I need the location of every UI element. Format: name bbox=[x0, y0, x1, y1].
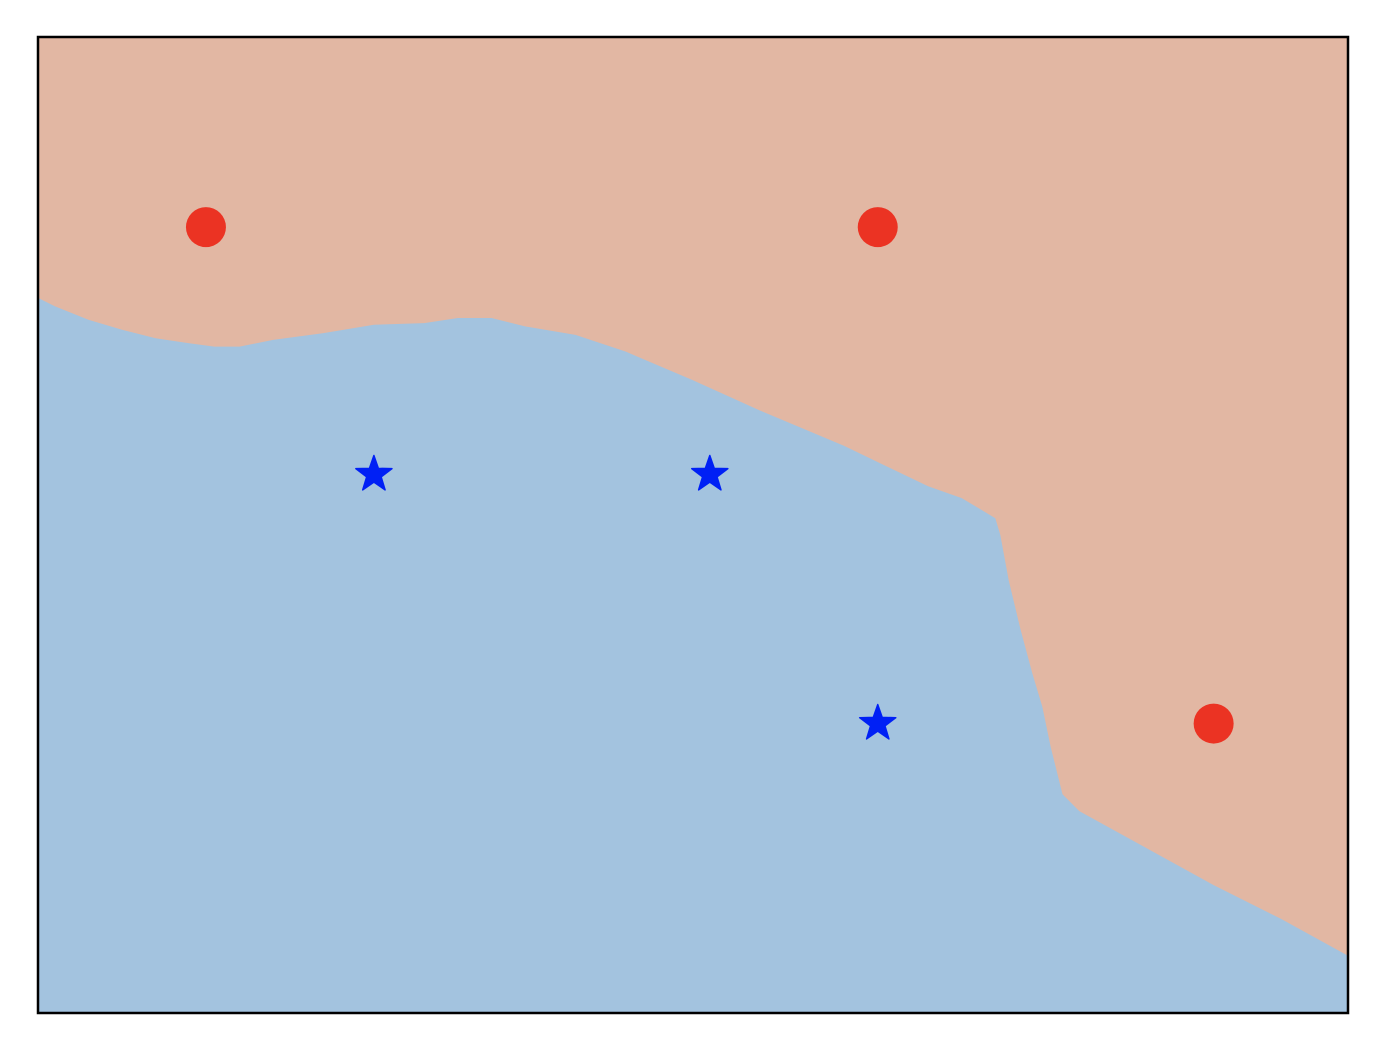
circle-point-1 bbox=[185, 207, 226, 248]
star-point-1 bbox=[355, 454, 393, 491]
plot-frame bbox=[36, 35, 1350, 1015]
star-point-3 bbox=[858, 703, 897, 740]
data-points bbox=[185, 207, 1234, 744]
star-point-2 bbox=[690, 454, 729, 491]
circle-point-3 bbox=[1193, 703, 1234, 744]
circle-point-2 bbox=[857, 207, 898, 248]
